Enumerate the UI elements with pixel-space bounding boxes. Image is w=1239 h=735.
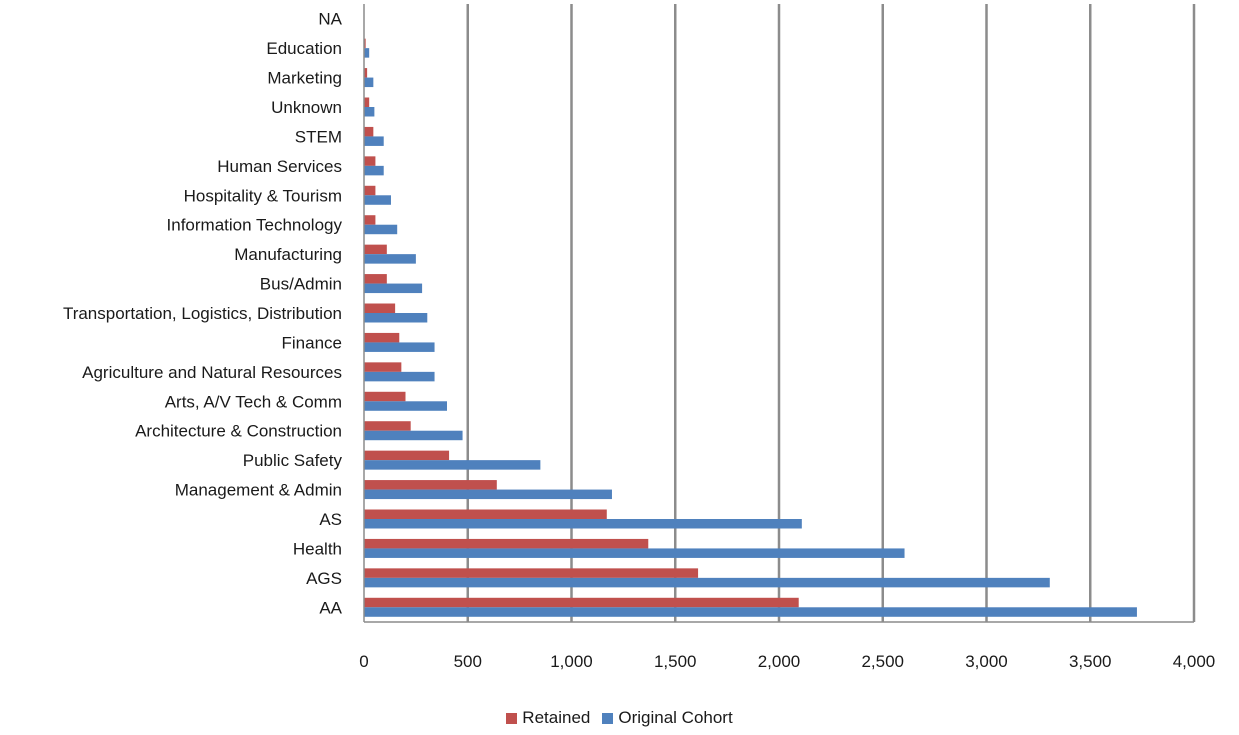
bar-retained [364, 421, 411, 431]
bar-original-cohort [364, 577, 1050, 588]
category-label: AGS [306, 569, 342, 588]
x-tick-label: 1,000 [550, 652, 593, 671]
bars [364, 38, 1137, 617]
x-tick-label: 2,500 [861, 652, 904, 671]
bar-original-cohort [364, 224, 398, 235]
category-label: AS [319, 510, 342, 529]
category-label: Transportation, Logistics, Distribution [63, 304, 342, 323]
category-label: Agriculture and Natural Resources [82, 363, 342, 382]
category-labels: AA AGS Health AS Management & Admin Public Sa… [63, 10, 343, 618]
x-tick-label: 3,000 [965, 652, 1008, 671]
bar-original-cohort [364, 195, 391, 205]
x-tick-label: 500 [454, 652, 482, 671]
category-label: Architecture & Construction [135, 422, 342, 441]
x-tick-label: 1,500 [654, 652, 697, 671]
legend-swatch-retained [506, 712, 518, 724]
bar-retained [364, 215, 376, 225]
bar-original-cohort [364, 313, 428, 323]
bar-retained [364, 450, 450, 461]
category-label: Hospitality & Tourism [184, 186, 342, 205]
bar-retained [364, 362, 402, 372]
bar-original-cohort [364, 519, 802, 529]
bar-original-cohort [364, 254, 416, 264]
bar-retained [364, 332, 400, 343]
x-tick-label: 0 [359, 652, 368, 671]
legend: Retained Original Cohort [0, 708, 1239, 728]
category-label: Public Safety [243, 451, 343, 470]
category-label: Human Services [217, 157, 342, 176]
bar-retained [364, 156, 376, 166]
bar-retained [364, 126, 374, 137]
bar-original-cohort [364, 460, 541, 470]
bar-retained [364, 538, 649, 549]
bar-retained [364, 391, 406, 402]
category-label: Marketing [267, 69, 342, 88]
bar-original-cohort [364, 489, 612, 500]
x-tick-label: 2,000 [758, 652, 801, 671]
category-label: STEM [295, 127, 342, 146]
bar-original-cohort [364, 165, 384, 176]
bar-retained [364, 480, 497, 490]
legend-label-retained: Retained [522, 708, 591, 727]
bar-retained [364, 274, 387, 284]
x-tick-label: 3,500 [1069, 652, 1112, 671]
axes [363, 4, 1194, 623]
category-label: Bus/Admin [260, 275, 342, 294]
bar-original-cohort [364, 371, 435, 382]
bar-retained [364, 244, 387, 255]
category-label: Unknown [271, 98, 342, 117]
category-label: NA [318, 10, 342, 29]
bar-original-cohort [364, 607, 1137, 617]
legend-item-retained: Retained [506, 708, 590, 728]
bar-original-cohort [364, 107, 375, 117]
bar-original-cohort [364, 48, 370, 58]
bar-original-cohort [364, 77, 374, 88]
category-label: AA [319, 598, 342, 617]
legend-item-original-cohort: Original Cohort [602, 708, 733, 728]
bar-retained [364, 185, 376, 196]
bar-original-cohort [364, 401, 447, 411]
bar-original-cohort [364, 430, 463, 441]
bar-original-cohort [364, 283, 423, 294]
x-tick-label: 4,000 [1173, 652, 1216, 671]
category-label: Manufacturing [234, 245, 342, 264]
legend-label-original-cohort: Original Cohort [618, 708, 733, 727]
bar-retained [364, 38, 366, 49]
bar-original-cohort [364, 342, 435, 352]
category-label: Information Technology [167, 216, 343, 235]
category-label: Management & Admin [175, 481, 342, 500]
legend-swatch-original-cohort [602, 712, 614, 724]
bar-retained [364, 568, 699, 578]
bar-retained [364, 303, 396, 313]
bar-retained [364, 68, 368, 78]
bar-retained [364, 509, 607, 519]
category-label: Health [293, 539, 342, 558]
bar-retained [364, 597, 799, 608]
bar-chart: AA AGS Health AS Management & Admin Public Sa… [63, 4, 1215, 671]
gridlines [466, 4, 1196, 622]
bar-original-cohort [364, 136, 384, 146]
category-label: Finance [282, 333, 342, 352]
bar-original-cohort [364, 548, 905, 558]
category-label: Education [266, 39, 342, 58]
x-tick-labels: 0 500 1,000 1,500 2,000 2,500 3,000 3,500 4,000 [359, 652, 1215, 671]
category-label: Arts, A/V Tech & Comm [165, 392, 342, 411]
bar-retained [364, 97, 370, 107]
